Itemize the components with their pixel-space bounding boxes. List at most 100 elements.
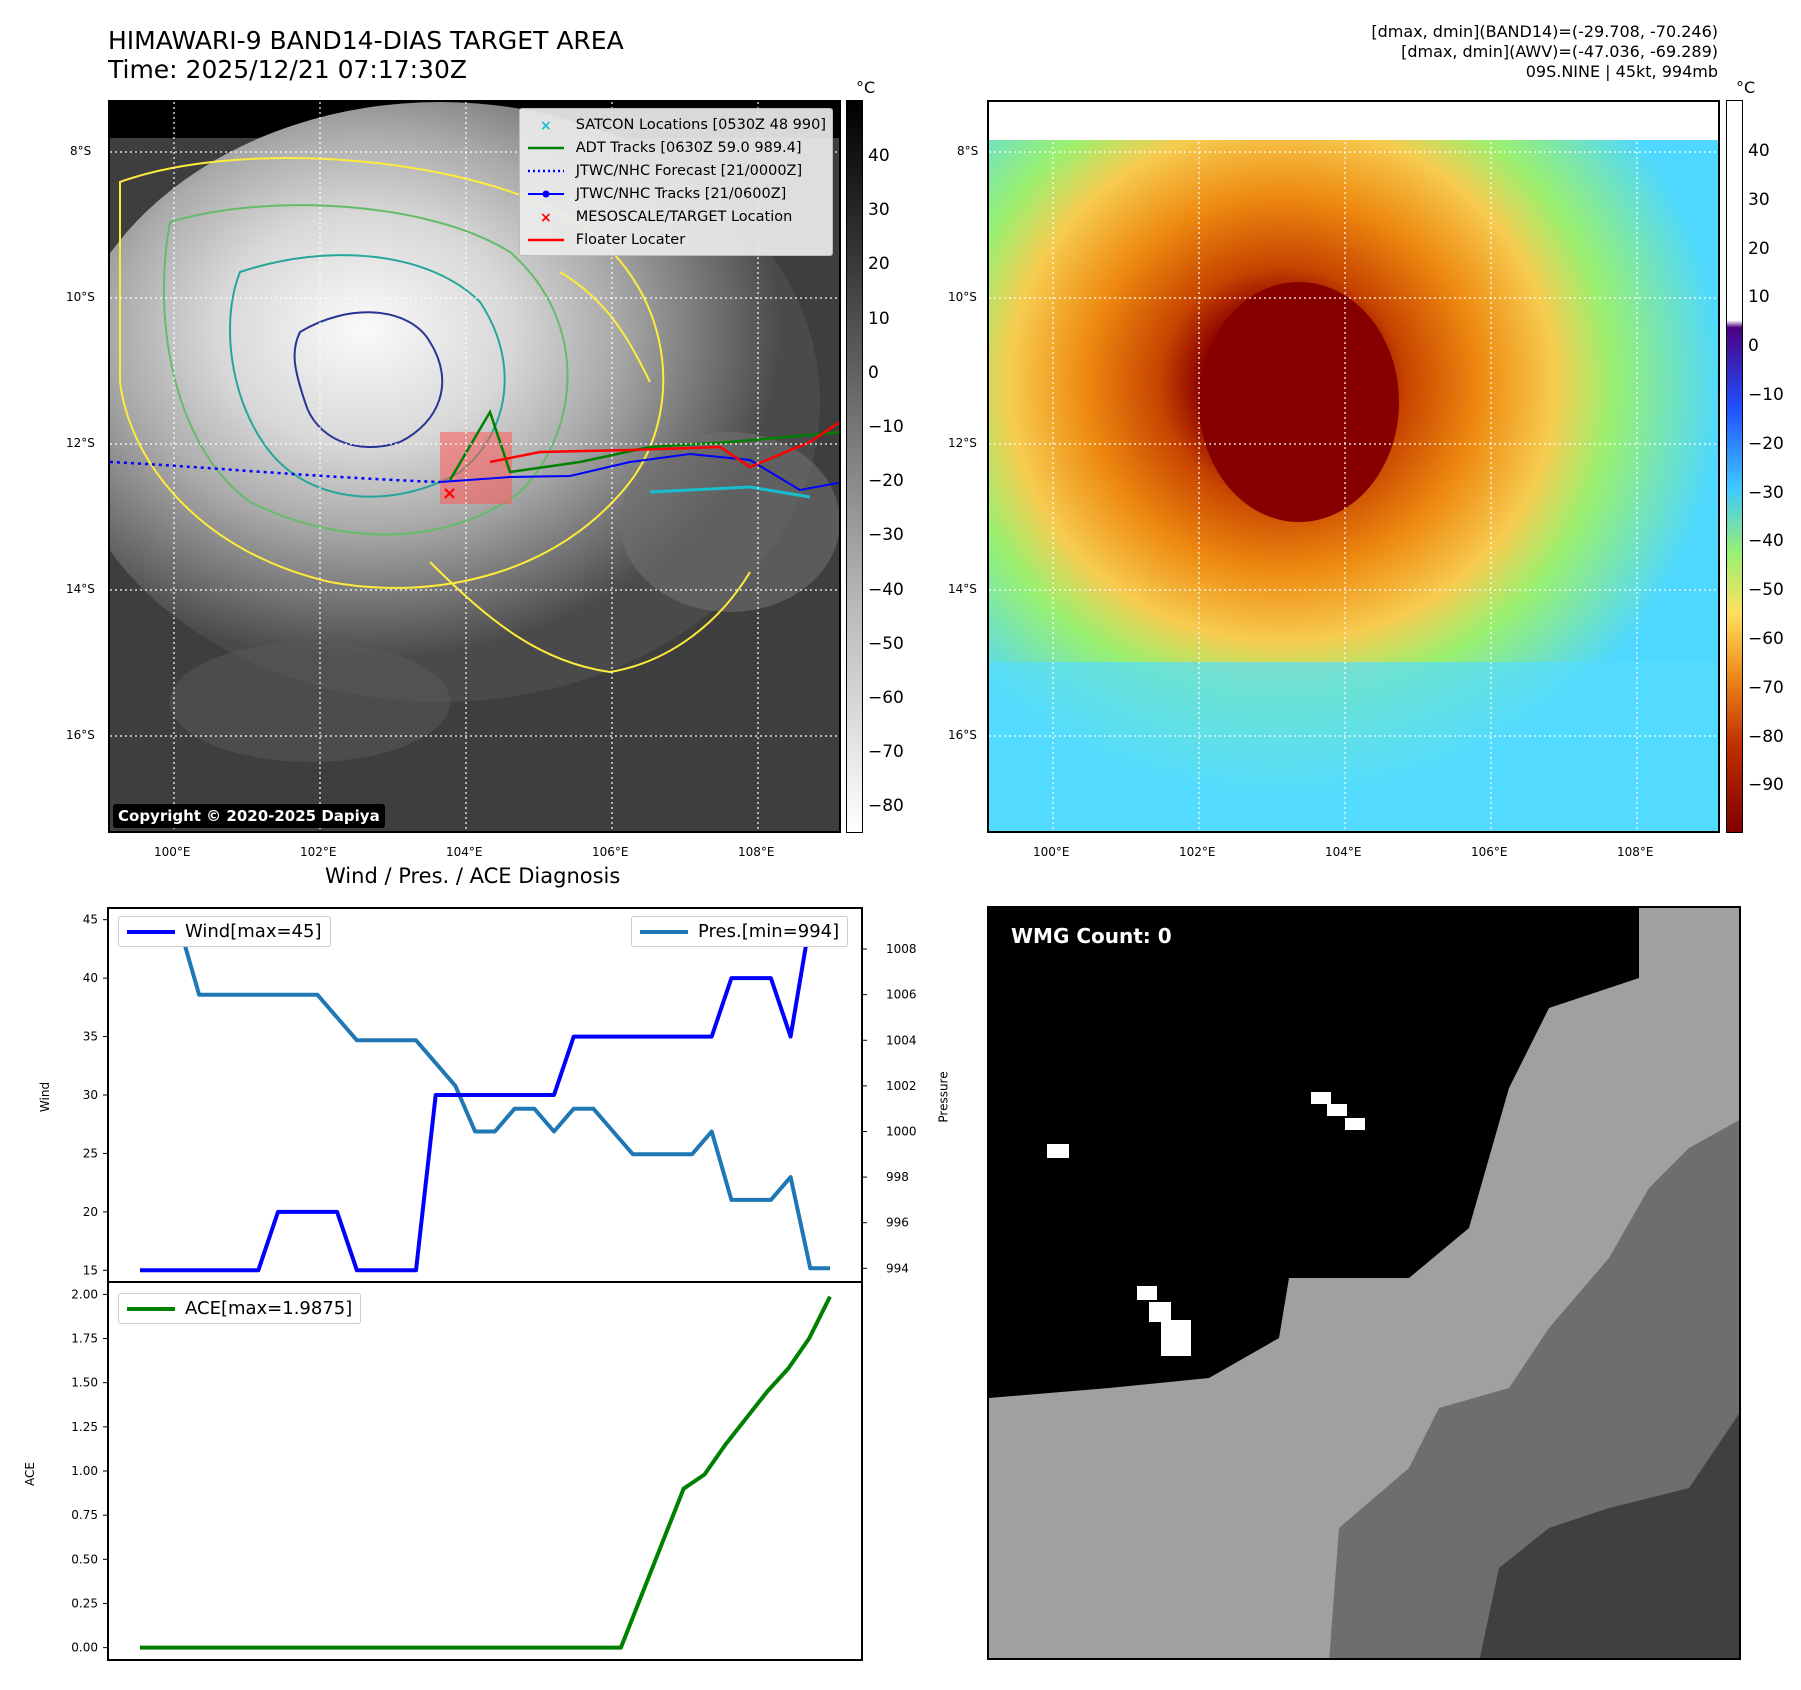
band14-range: [dmax, dmin](BAND14)=(-29.708, -70.246) <box>1371 22 1718 41</box>
lon-label: 104°E <box>446 845 483 859</box>
pressure-tick-label: 1008 <box>886 942 917 956</box>
ir-colorbar-tick: 0 <box>868 362 879 383</box>
pressure-legend: Pres.[min=994] <box>631 916 849 947</box>
lat-label: 14°S <box>66 582 95 596</box>
ace-series-line <box>140 1295 832 1650</box>
awv-range: [dmax, dmin](AWV)=(-47.036, -69.289) <box>1401 42 1718 61</box>
lon-label: 102°E <box>300 845 337 859</box>
ir-colorbar-tick: −10 <box>868 417 904 437</box>
ir-colorbar-tick: 20 <box>868 254 890 275</box>
lon-label: 108°E <box>738 845 775 859</box>
legend-label: Floater Locater <box>575 231 686 248</box>
storm-summary: 09S.NINE | 45kt, 994mb <box>1525 62 1718 81</box>
ace-tick-label: 2.00 <box>71 1287 98 1301</box>
legend-entry: Floater Locater <box>526 228 826 251</box>
awv-colorbar-tick: −60 <box>1748 629 1784 649</box>
awv-colorbar <box>1726 100 1743 833</box>
awv-colorbar-tick: 30 <box>1748 189 1770 210</box>
wmg-panel: WMG Count: 0 <box>987 906 1741 1660</box>
ir-colorbar-unit: °C <box>856 78 876 97</box>
ace-tick-label: 1.75 <box>71 1332 98 1346</box>
wind-tick-label: 45 <box>83 913 98 927</box>
lon-label: 102°E <box>1179 845 1216 859</box>
ir-colorbar-tick: −80 <box>868 796 904 817</box>
storm-info: [dmax, dmin](BAND14)=(-29.708, -70.246) … <box>1371 22 1718 82</box>
wind-tick-label: 35 <box>83 1030 98 1044</box>
ace-tick-label: 1.00 <box>71 1464 98 1478</box>
dotted-line-icon <box>526 163 566 179</box>
wind-tick-label: 25 <box>83 1146 98 1160</box>
legend-entry: × SATCON Locations [0530Z 48 990] <box>526 113 826 136</box>
awv-colorbar-tick: 20 <box>1748 238 1770 259</box>
wind-axis-label: Wind <box>38 1081 53 1113</box>
awv-colorbar-unit: °C <box>1736 78 1756 97</box>
wind-tick-label: 30 <box>83 1088 98 1102</box>
legend-entry: ADT Tracks [0630Z 59.0 989.4] <box>526 136 826 159</box>
pressure-tick-label: 998 <box>886 1170 909 1184</box>
lon-label: 106°E <box>592 845 629 859</box>
legend-label: ADT Tracks [0630Z 59.0 989.4] <box>575 139 802 156</box>
ir-colorbar-tick: 40 <box>868 146 890 166</box>
ace-tick-label: 1.25 <box>71 1420 98 1434</box>
awv-imagery <box>989 102 1718 831</box>
awv-colorbar-tick: −80 <box>1748 726 1784 747</box>
wind-series-line <box>140 917 830 1273</box>
lat-label: 16°S <box>66 728 95 742</box>
lon-label: 100°E <box>1033 845 1070 859</box>
awv-colorbar-tick: 0 <box>1748 336 1759 357</box>
x-marker-icon: × <box>526 117 566 134</box>
awv-colorbar-tick: −40 <box>1748 531 1784 552</box>
awv-colorbar-tick: 10 <box>1748 287 1770 308</box>
ace-tick-label: 0.50 <box>71 1552 98 1566</box>
diagnosis-title: Wind / Pres. / ACE Diagnosis <box>325 864 621 888</box>
ace-tick-label: 0.75 <box>71 1508 98 1522</box>
legend-label: MESOSCALE/TARGET Location <box>575 208 793 225</box>
awv-colorbar-tick: −50 <box>1748 580 1784 601</box>
copyright-badge: Copyright © 2020-2025 Dapiya <box>113 804 385 828</box>
ace-legend: ACE[max=1.9875] <box>118 1293 362 1324</box>
legend-label: JTWC/NHC Forecast [21/0000Z] <box>575 162 803 179</box>
ace-legend-line <box>127 1306 175 1311</box>
awv-colorbar-tick: 40 <box>1748 141 1770 161</box>
awv-image-panel <box>987 100 1720 833</box>
legend-label: JTWC/NHC Tracks [21/0600Z] <box>575 185 787 202</box>
wind-tick-label: 40 <box>83 971 98 985</box>
pressure-series-line <box>140 924 830 1271</box>
lon-label: 100°E <box>154 845 191 859</box>
wmg-count: WMG Count: 0 <box>1011 924 1172 948</box>
legend-entry: JTWC/NHC Forecast [21/0000Z] <box>526 159 826 182</box>
awv-colorbar-tick: −70 <box>1748 677 1784 698</box>
ir-colorbar-tick: −40 <box>868 579 904 600</box>
pressure-axis-label: Pressure <box>936 1071 951 1123</box>
ir-colorbar-tick: 30 <box>868 200 890 221</box>
pressure-tick-label: 1004 <box>886 1033 917 1047</box>
pressure-tick-label: 1000 <box>886 1124 917 1138</box>
svg-text:×: × <box>442 483 457 504</box>
lat-label: 16°S <box>948 728 977 742</box>
pressure-tick-label: 994 <box>886 1261 909 1275</box>
awv-colorbar-tick: −10 <box>1748 385 1784 405</box>
lat-label: 8°S <box>70 144 92 158</box>
ir-colorbar <box>846 100 863 833</box>
ir-colorbar-tick: −30 <box>868 525 904 546</box>
chart-title: HIMAWARI-9 BAND14-DIAS TARGET AREA Time:… <box>108 26 624 84</box>
ace-tick-label: 0.25 <box>71 1596 98 1610</box>
line-marker-icon <box>526 140 566 156</box>
lat-label: 8°S <box>957 144 979 158</box>
ace-tick-label: 0.00 <box>71 1641 98 1655</box>
legend-entry: JTWC/NHC Tracks [21/0600Z] <box>526 182 826 205</box>
line-marker-icon <box>526 232 566 248</box>
ir-colorbar-tick: −70 <box>868 742 904 763</box>
wind-pressure-chart: 15 20 25 30 35 40 45 994 996 998 1000 1002 1004 1006 1… <box>71 907 917 1661</box>
ir-colorbar-tick: −60 <box>868 688 904 708</box>
lon-label: 106°E <box>1471 845 1508 859</box>
lat-label: 12°S <box>948 436 977 450</box>
lat-label: 10°S <box>66 290 95 304</box>
wind-legend: Wind[max=45] <box>118 916 331 947</box>
pressure-legend-label: Pres.[min=994] <box>698 921 840 942</box>
ace-axis-label: ACE <box>22 1462 37 1486</box>
lat-label: 10°S <box>948 290 977 304</box>
lat-label: 14°S <box>948 582 977 596</box>
title-line: HIMAWARI-9 BAND14-DIAS TARGET AREA <box>108 26 624 55</box>
ir-image-panel: × × SATCON Locations [0530Z 48 990] ADT … <box>108 100 841 833</box>
